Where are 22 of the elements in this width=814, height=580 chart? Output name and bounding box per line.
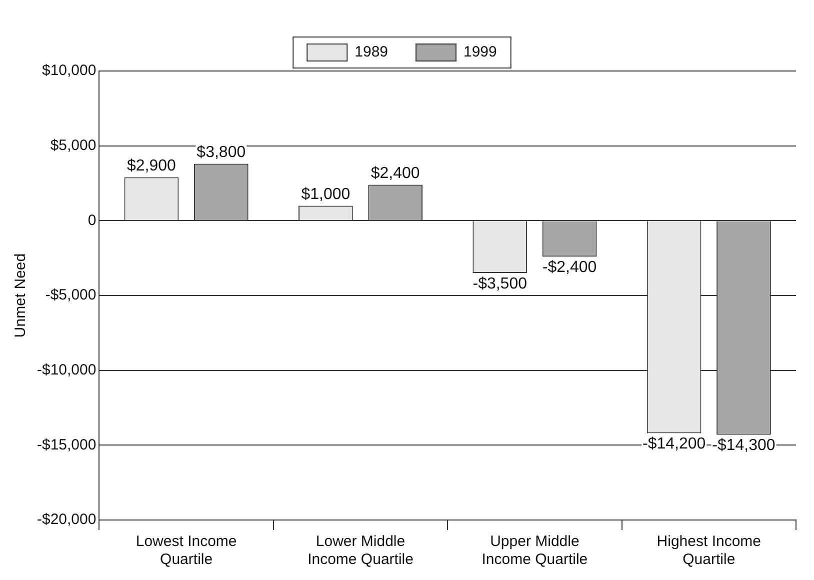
data-label: -$2,400 [542,258,597,276]
y-tick-label: -$20,000 [37,511,96,528]
x-tick-label: Lowest Income Quartile [136,533,237,568]
y-tick-label: -$15,000 [37,436,96,454]
y-axis-title: Unmet Need [12,253,30,338]
legend-label: 1999 [464,44,497,61]
data-label: -$3,500 [472,275,528,292]
y-tick-label: $10,000 [42,62,96,80]
y-tick-label: 0 [88,212,96,229]
x-tick-label: Lower Middle Income Quartile [308,533,414,568]
data-label: -$14,200 [642,436,706,453]
x-tick-label: Upper Middle Income Quartile [482,533,588,568]
data-label: -$14,300 [712,437,776,454]
data-label: $3,800 [196,144,246,162]
legend-label: 1989 [354,44,388,61]
y-tick-label: -$5,000 [45,286,96,304]
data-label: $2,400 [370,165,420,182]
y-tick-label: $5,000 [50,136,96,154]
data-label: $1,000 [301,186,350,204]
x-tick-label: Highest Income Quartile [656,533,762,568]
y-tick-label: -$10,000 [37,361,96,378]
data-label: $2,900 [127,158,176,175]
